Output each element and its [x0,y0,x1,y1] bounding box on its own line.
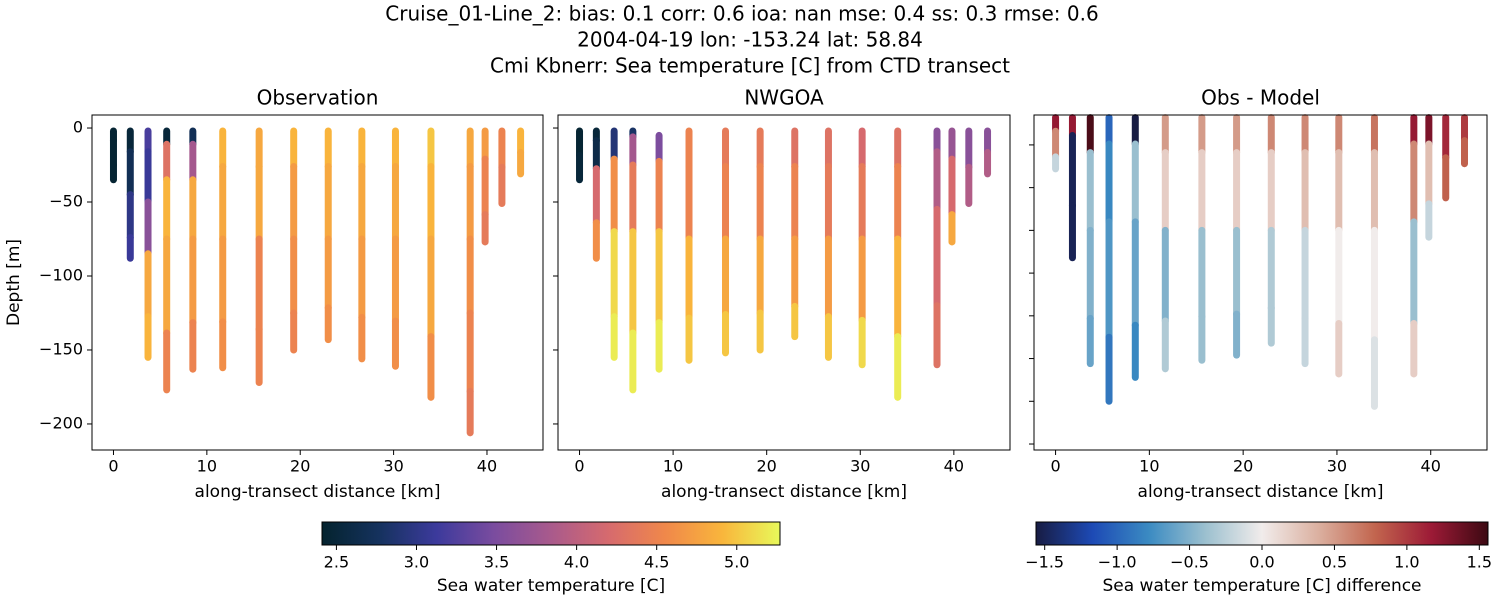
figure-title: Cmi Kbnerr: Sea temperature [C] from CTD… [490,54,1010,78]
x-tick-label: 10 [197,457,217,476]
colorbar-tick-label: −1.0 [1098,553,1137,572]
plot-frame [1033,114,1488,451]
plot-frame [91,114,544,451]
colorbar-tick-label: 0.5 [1322,553,1347,572]
colorbar-tick-label: −0.5 [1170,553,1209,572]
x-tick-label: 30 [383,457,403,476]
colorbar-tick-label: 1.5 [1467,553,1492,572]
colorbar [321,521,781,546]
x-tick-label: 0 [574,457,584,476]
colorbar [1035,521,1489,546]
x-tick-label: 40 [1421,457,1441,476]
x-tick-label: 40 [477,457,497,476]
x-tick-label: 10 [663,457,683,476]
y-tick-label: −200 [39,413,83,432]
colorbar-tick-label: 4.5 [644,553,669,572]
figure-title: Cruise_01-Line_2: bias: 0.1 corr: 0.6 io… [385,2,1098,26]
panel-title: Obs - Model [1201,86,1320,110]
y-tick-label: −150 [39,339,83,358]
panel-title: NWGOA [744,86,824,110]
colorbar-tick-label: 3.0 [404,553,429,572]
panel-title: Observation [257,86,379,110]
colorbar-label: Sea water temperature [C] difference [1102,576,1421,596]
colorbar-tick-label: 3.5 [484,553,509,572]
colorbar-tick-label: 5.0 [724,553,749,572]
y-tick-label: 0 [73,118,83,137]
x-tick-label: 30 [850,457,870,476]
colorbar-tick-label: −1.5 [1025,553,1064,572]
x-axis-label: along-transect distance [km] [661,482,907,502]
colorbar-tick-label: 1.0 [1394,553,1419,572]
x-tick-label: 10 [1139,457,1159,476]
x-tick-label: 40 [944,457,964,476]
colorbar-label: Sea water temperature [C] [437,576,665,596]
figure-title: 2004-04-19 lon: -153.24 lat: 58.84 [577,28,923,52]
y-tick-label: −100 [39,265,83,284]
x-tick-label: 0 [1050,457,1060,476]
colorbar-tick-label: 2.5 [324,553,349,572]
x-tick-label: 30 [1327,457,1347,476]
y-tick-label: −50 [49,192,83,211]
x-tick-label: 20 [1233,457,1253,476]
x-axis-label: along-transect distance [km] [195,482,441,502]
x-tick-label: 20 [757,457,777,476]
colorbar-tick-label: 4.0 [564,553,589,572]
x-axis-label: along-transect distance [km] [1138,482,1384,502]
y-axis-label: Depth [m] [4,239,24,326]
plot-frame [557,114,1011,451]
x-tick-label: 20 [290,457,310,476]
colorbar-tick-label: 0.0 [1249,553,1274,572]
x-tick-label: 0 [108,457,118,476]
